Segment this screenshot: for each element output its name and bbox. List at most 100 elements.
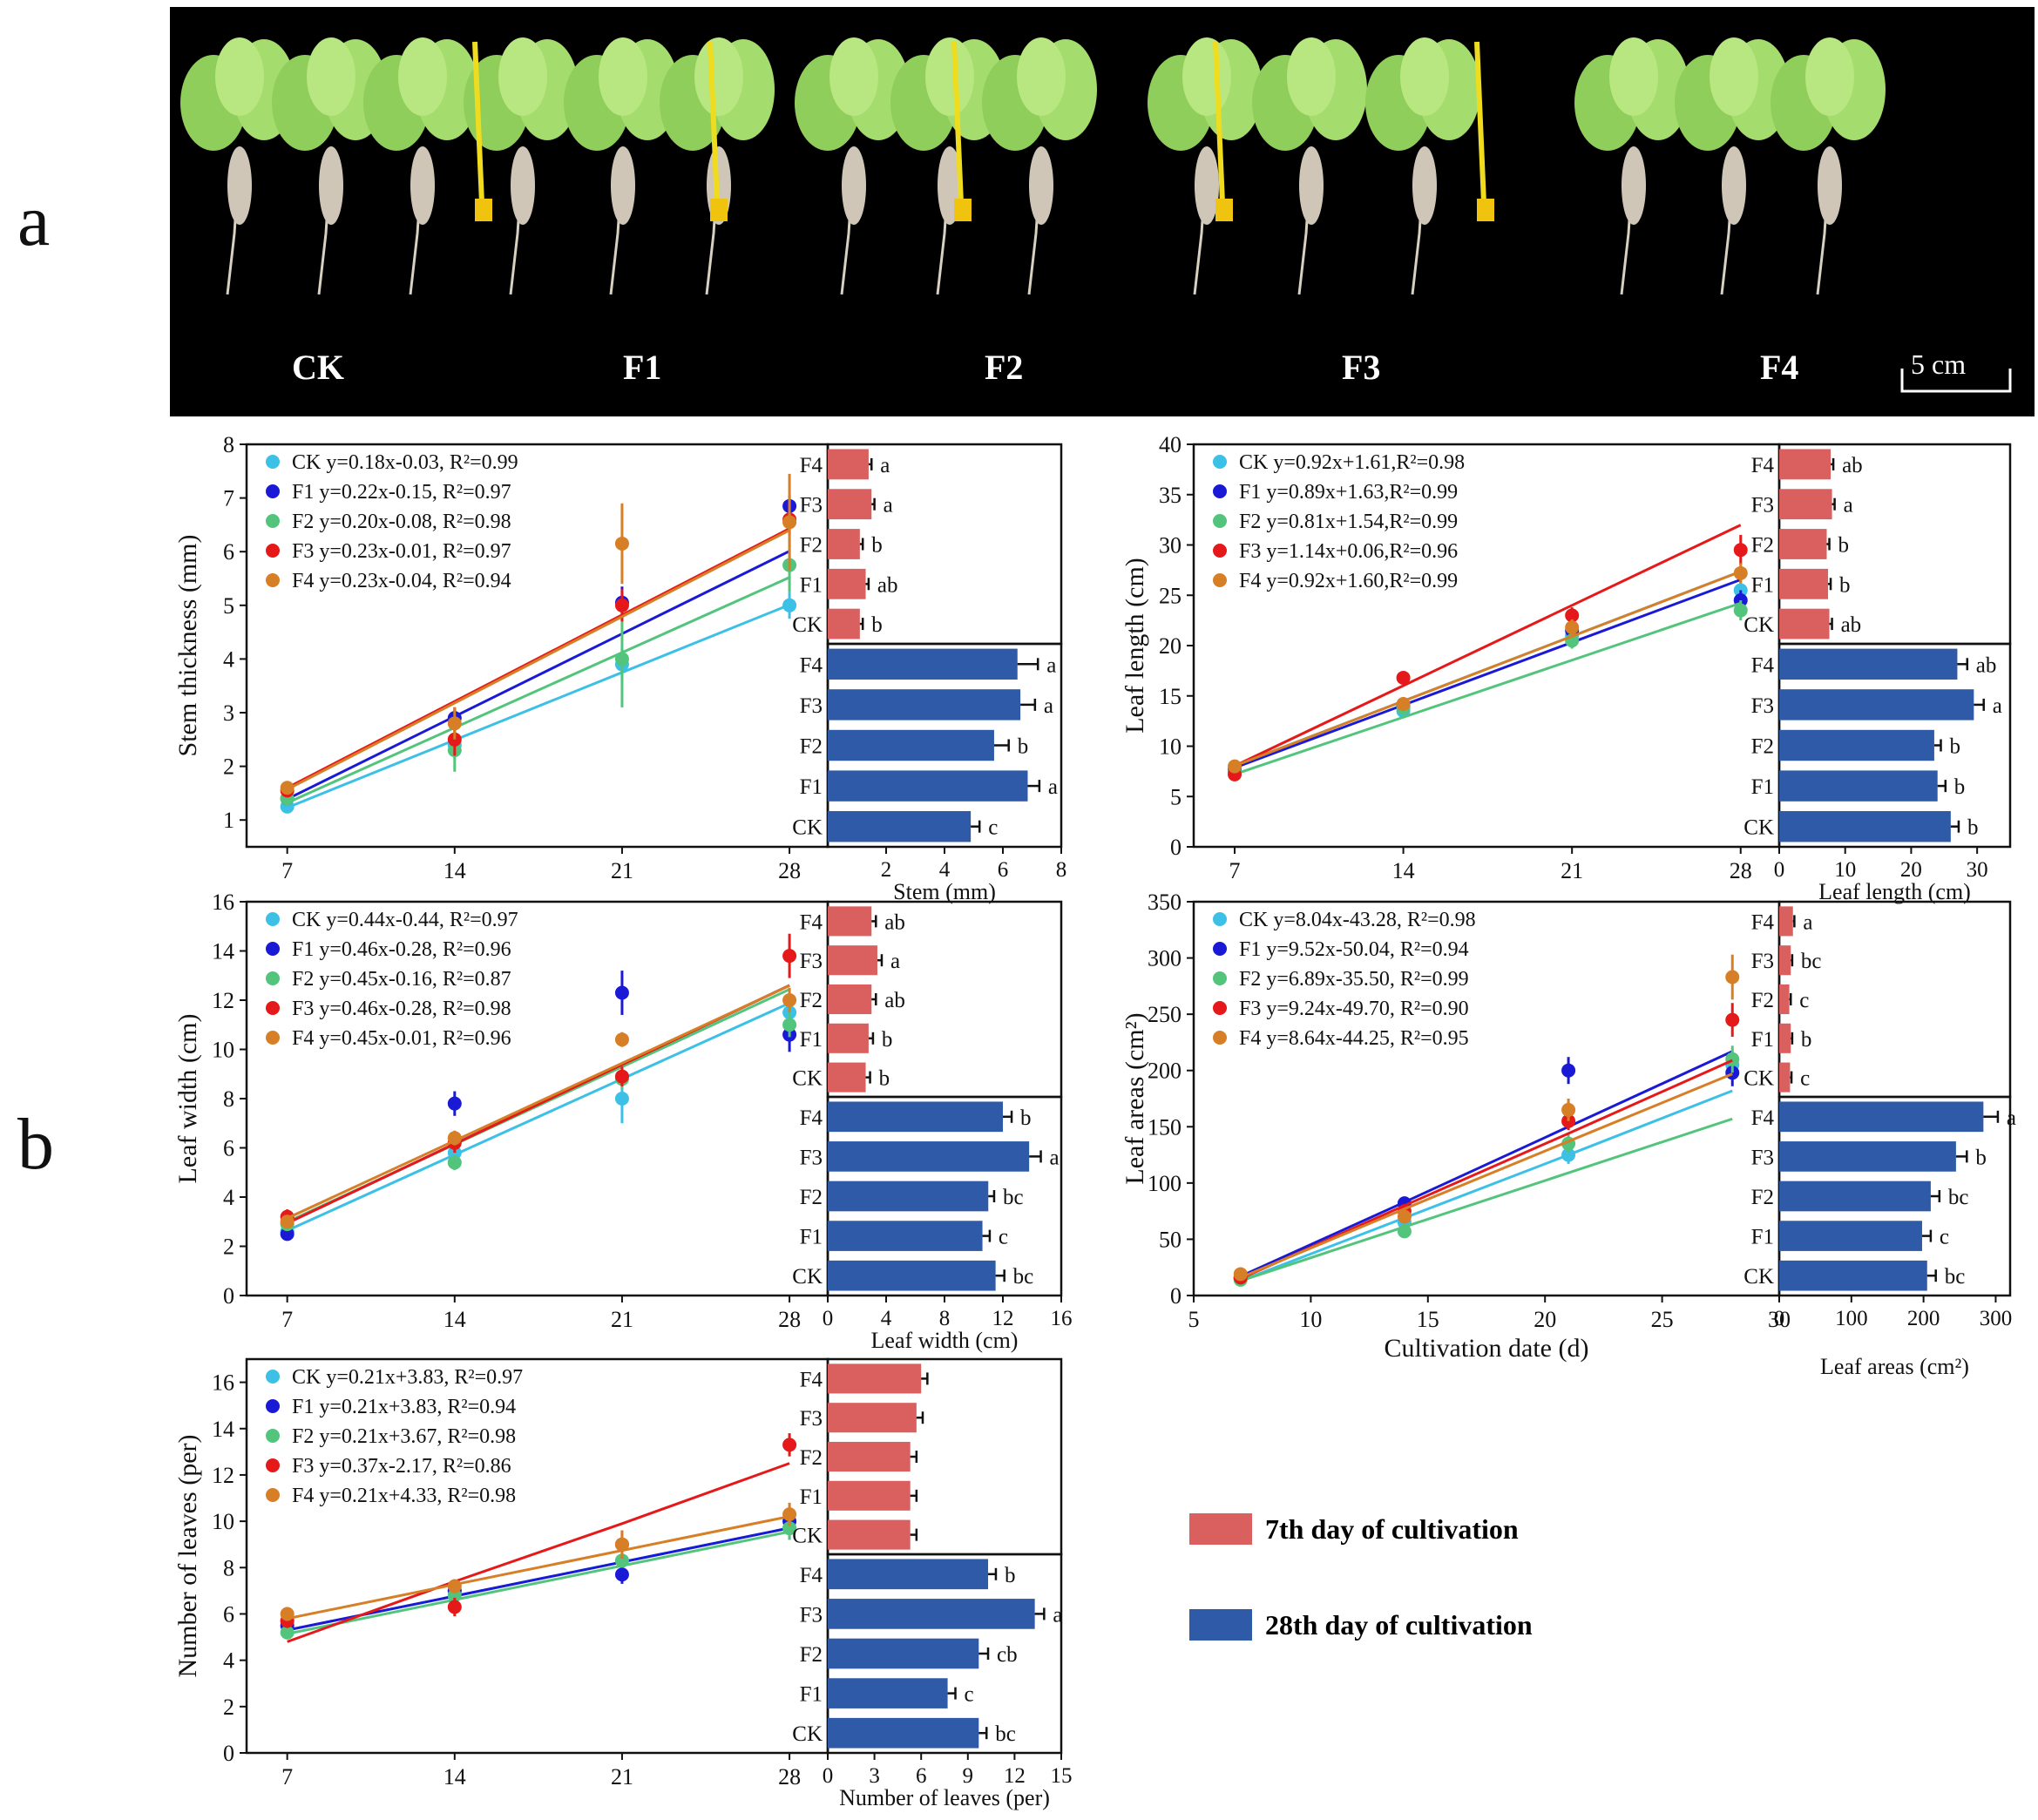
plant-stem: [1722, 146, 1746, 225]
legend-equation-ck: CK y=8.04x-43.28, R²=0.98: [1239, 909, 1476, 931]
x-tick-label: 28: [778, 1764, 801, 1790]
y-tick-label: 8: [223, 1555, 234, 1580]
photo-label-f1: F1: [623, 348, 662, 387]
fit-line-f3: [1240, 1059, 1733, 1280]
point-f3: [280, 783, 295, 798]
bar-x-tick-label: 0: [1774, 858, 1785, 882]
fit-line-f3: [286, 527, 790, 789]
fit-line-ck: [1240, 1089, 1733, 1282]
plant-3: [363, 37, 478, 295]
legend-equation-f4: F4 y=0.45x-0.01, R²=0.96: [292, 1027, 511, 1050]
x-tick-label: 7: [281, 1307, 293, 1332]
legend-marker-f2: [1213, 514, 1227, 528]
point-f4: [280, 1607, 295, 1621]
bar-x-tick-label: 6: [998, 858, 1009, 882]
y-tick-label: 2: [223, 1695, 234, 1720]
point-f3: [1396, 670, 1411, 685]
y-tick-label: 5: [1170, 784, 1181, 809]
fit-line-f2: [287, 576, 790, 804]
bar-x-tick-label: 0: [1774, 1307, 1785, 1330]
bar-category-f3: F3: [800, 1603, 823, 1627]
bar-frame-day28: [1777, 1095, 2012, 1297]
legend-equation-f2: F2 y=0.20x-0.08, R²=0.98: [292, 511, 511, 533]
point-f3: [447, 1135, 462, 1150]
photo-label-f4: F4: [1760, 348, 1799, 387]
legend-equation-f4: F4 y=0.21x+4.33, R²=0.98: [292, 1485, 516, 1507]
bar-day7-f2: [1779, 529, 1827, 559]
bar-day28-f4: [828, 1559, 989, 1590]
bar-day28-f3: [828, 1599, 1035, 1629]
point-f2: [447, 743, 462, 758]
point-ck: [1565, 628, 1580, 643]
point-f2: [1397, 1224, 1412, 1239]
point-f3: [1561, 1113, 1576, 1128]
point-f4: [1733, 565, 1748, 580]
significance-letter: a: [1993, 694, 2002, 718]
point-f1: [1396, 699, 1411, 714]
point-ck: [1733, 583, 1748, 598]
point-f2: [782, 1018, 797, 1032]
bar-category-f3: F3: [1751, 1146, 1774, 1169]
legend-marker-f1: [266, 1399, 280, 1413]
bar-day7-f1: [828, 1480, 911, 1511]
point-f3: [614, 598, 629, 612]
point-ck: [1397, 1215, 1412, 1230]
point-f3: [280, 1209, 295, 1224]
y-tick-label: 10: [1159, 734, 1181, 760]
significance-letter: a: [890, 950, 900, 973]
point-f1: [614, 595, 629, 610]
bar-category-ck: CK: [1743, 1265, 1774, 1289]
plant-11: [1252, 37, 1367, 295]
significance-letter: a: [1044, 694, 1053, 718]
x-tick-label: 20: [1534, 1307, 1556, 1332]
point-ck: [782, 1005, 797, 1020]
y-axis-label: Leaf length (cm): [1121, 558, 1149, 734]
legend-equation-f2: F2 y=0.81x+1.54,R²=0.99: [1239, 511, 1458, 533]
bar-day7-f1: [1779, 1023, 1791, 1053]
bar-category-f4: F4: [1751, 910, 1775, 934]
significance-letter: bc: [1945, 1265, 1966, 1289]
legend-marker-f2: [266, 971, 280, 985]
y-axis-label: Leaf width (cm): [173, 1014, 202, 1184]
bar-category-f3: F3: [1751, 494, 1774, 518]
fit-line-f1: [1240, 1050, 1733, 1278]
fit-line-ck: [287, 1002, 790, 1232]
plant-14: [1675, 37, 1790, 295]
y-tick-label: 2: [223, 754, 234, 780]
bar-panels: F4 ab F3 a F2 ab F1 b CK b F4 b F3 a F2 bc F1 c CK bc 0 4 8 12 1…: [792, 900, 1073, 1353]
legend-equation-f4: F4 y=8.64x-44.25, R²=0.95: [1239, 1027, 1469, 1050]
equation-legend: CK y=0.92x+1.61,R²=0.98 F1 y=0.89x+1.63,R…: [1213, 451, 1465, 592]
y-axis-label: Leaf areas (cm²): [1121, 1012, 1149, 1184]
bar-x-tick-label: 4: [939, 858, 951, 882]
significance-letter: ab: [1842, 454, 1863, 477]
bar-category-ck: CK: [792, 1067, 823, 1091]
point-f2: [1228, 765, 1242, 780]
bar-category-f4: F4: [1751, 454, 1775, 477]
fit-line-f1: [287, 1526, 790, 1632]
bar-x-tick-label: 12: [992, 1307, 1014, 1330]
legend-label-day7: 7th day of cultivation: [1265, 1513, 1519, 1545]
bar-panels: F4 a F3 a F2 b F1 ab CK b F4 a F3 a F2 b F1 a CK c 2 4 6 8 Stem …: [792, 443, 1066, 904]
plant-leaf: [1017, 37, 1066, 116]
fit-line-f4: [287, 984, 790, 1220]
y-axis-label: Stem thickness (mm): [173, 535, 202, 757]
plant-leaf: [1287, 37, 1336, 116]
ruler-tape: [708, 41, 720, 204]
plant-stem: [319, 146, 343, 225]
y-tick-label: 12: [212, 988, 234, 1013]
plant-4: [464, 37, 579, 295]
fit-line-f2: [287, 1530, 790, 1635]
fit-line-f4: [287, 1515, 790, 1620]
legend-equation-ck: CK y=0.92x+1.61,R²=0.98: [1239, 451, 1465, 474]
plant-photo-panel: CK F1 F2 F3 F4 5 cm: [170, 7, 2035, 416]
x-tick-label: 15: [1417, 1307, 1439, 1332]
plant-illustrations: [180, 37, 1886, 295]
legend-marker-ck: [1213, 912, 1227, 926]
bar-day28-f3: [1779, 689, 1974, 721]
bar-x-tick-label: 100: [1835, 1307, 1868, 1330]
plant-6: [660, 37, 775, 295]
legend-equation-f2: F2 y=0.21x+3.67, R²=0.98: [292, 1425, 516, 1448]
bar-panels: F4 ab F3 a F2 b F1 b CK ab F4 ab F3 a F2 b F1 b CK b 0 10 20 30…: [1743, 443, 2012, 904]
bar-day28-f4: [1779, 648, 1958, 680]
y-tick-label: 16: [212, 890, 234, 915]
